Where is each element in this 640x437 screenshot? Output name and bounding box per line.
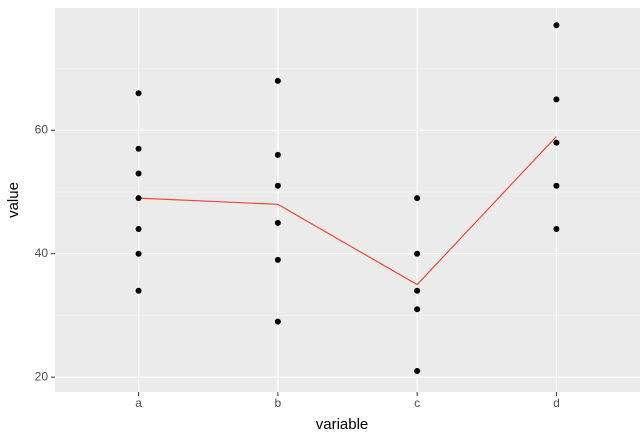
point xyxy=(135,195,142,202)
y-tick-label: 20 xyxy=(35,369,49,383)
point xyxy=(414,250,421,257)
y-tick-label: 40 xyxy=(35,246,49,260)
panel-background xyxy=(55,8,640,392)
x-tick-label: c xyxy=(414,396,420,410)
y-axis-title: value xyxy=(5,182,22,218)
point xyxy=(135,226,142,233)
point xyxy=(135,145,142,152)
point xyxy=(274,318,281,325)
point xyxy=(135,287,142,294)
point xyxy=(553,22,560,29)
point xyxy=(553,182,560,189)
point xyxy=(135,90,142,97)
point xyxy=(553,139,560,146)
point xyxy=(414,368,421,375)
point xyxy=(553,96,560,103)
point xyxy=(274,219,281,226)
x-tick-label: d xyxy=(553,396,560,410)
x-tick-label: a xyxy=(135,396,142,410)
point xyxy=(274,77,281,84)
point xyxy=(274,151,281,158)
point xyxy=(135,250,142,257)
x-tick-label: b xyxy=(275,396,282,410)
point xyxy=(414,287,421,294)
point xyxy=(414,306,421,313)
point xyxy=(553,226,560,233)
point xyxy=(414,195,421,202)
point xyxy=(274,182,281,189)
y-tick-label: 60 xyxy=(35,122,49,136)
point xyxy=(274,256,281,263)
point xyxy=(135,170,142,177)
mean-line xyxy=(138,136,557,286)
x-axis-title: variable xyxy=(316,416,369,433)
